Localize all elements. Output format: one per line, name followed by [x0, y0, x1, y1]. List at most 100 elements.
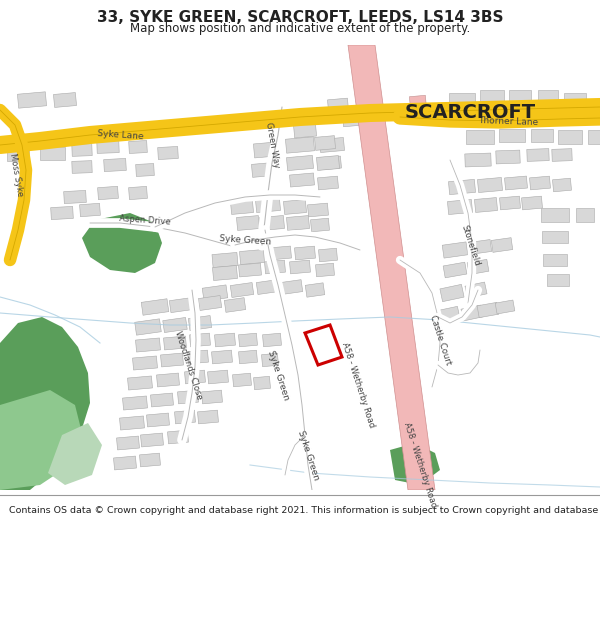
Polygon shape [239, 350, 257, 364]
Polygon shape [505, 176, 527, 190]
Polygon shape [286, 137, 314, 153]
Polygon shape [190, 333, 211, 347]
Polygon shape [239, 263, 262, 277]
Text: Aspen Drive: Aspen Drive [119, 214, 171, 226]
Polygon shape [466, 130, 494, 144]
Polygon shape [262, 353, 278, 367]
Polygon shape [547, 274, 569, 286]
Polygon shape [116, 436, 139, 450]
Polygon shape [295, 246, 316, 260]
Polygon shape [161, 353, 184, 367]
Text: Stonefield: Stonefield [459, 223, 481, 267]
Polygon shape [290, 173, 314, 187]
Text: A58 - Wetherby Road: A58 - Wetherby Road [402, 421, 438, 509]
Text: Contains OS data © Crown copyright and database right 2021. This information is : Contains OS data © Crown copyright and d… [9, 506, 600, 515]
Polygon shape [136, 338, 160, 352]
Polygon shape [256, 279, 280, 294]
Polygon shape [128, 186, 148, 199]
Polygon shape [7, 149, 29, 161]
Polygon shape [185, 370, 205, 384]
Polygon shape [477, 302, 499, 318]
Polygon shape [588, 130, 600, 144]
Polygon shape [343, 113, 361, 127]
Text: Woodlands Close: Woodlands Close [173, 329, 203, 401]
Polygon shape [348, 45, 435, 490]
Polygon shape [253, 142, 277, 158]
Polygon shape [251, 162, 272, 177]
Polygon shape [72, 144, 92, 156]
Text: 33, SYKE GREEN, SCARCROFT, LEEDS, LS14 3BS: 33, SYKE GREEN, SCARCROFT, LEEDS, LS14 3… [97, 10, 503, 25]
Polygon shape [128, 376, 152, 390]
Polygon shape [233, 373, 251, 387]
Polygon shape [443, 262, 467, 278]
Polygon shape [448, 179, 476, 194]
Polygon shape [64, 191, 86, 204]
Text: Map shows position and indicative extent of the property.: Map shows position and indicative extent… [130, 22, 470, 35]
Text: SCARCROFT: SCARCROFT [404, 104, 536, 122]
Polygon shape [140, 433, 163, 447]
Polygon shape [256, 198, 281, 212]
Polygon shape [80, 203, 100, 217]
Polygon shape [286, 216, 310, 231]
Polygon shape [53, 92, 77, 108]
Polygon shape [140, 453, 160, 467]
Polygon shape [527, 149, 549, 161]
Polygon shape [146, 413, 169, 427]
Polygon shape [175, 410, 196, 424]
Polygon shape [465, 282, 487, 298]
Polygon shape [188, 316, 212, 331]
Polygon shape [215, 333, 235, 347]
Polygon shape [509, 90, 531, 104]
Polygon shape [0, 390, 82, 490]
Polygon shape [163, 318, 187, 332]
Polygon shape [48, 423, 102, 485]
Polygon shape [541, 208, 569, 222]
Polygon shape [543, 254, 567, 266]
Polygon shape [538, 90, 558, 104]
Polygon shape [169, 298, 195, 312]
Polygon shape [564, 93, 586, 107]
Polygon shape [480, 90, 504, 104]
Polygon shape [319, 138, 344, 152]
Polygon shape [440, 284, 464, 302]
Polygon shape [475, 198, 497, 212]
Polygon shape [202, 285, 228, 301]
Polygon shape [436, 306, 460, 324]
Polygon shape [467, 259, 489, 274]
Polygon shape [104, 158, 126, 172]
Polygon shape [281, 279, 303, 294]
Text: Syke Green: Syke Green [296, 429, 320, 481]
Polygon shape [236, 216, 260, 231]
Text: A58 - Wetherby Road: A58 - Wetherby Road [340, 341, 376, 429]
Polygon shape [239, 333, 257, 347]
Text: Moss Syke: Moss Syke [8, 152, 24, 198]
Polygon shape [448, 199, 473, 214]
Polygon shape [286, 156, 314, 171]
Polygon shape [293, 122, 317, 138]
Polygon shape [316, 156, 340, 171]
Polygon shape [442, 242, 468, 258]
Polygon shape [317, 176, 338, 190]
Polygon shape [230, 199, 254, 214]
Polygon shape [308, 203, 328, 217]
Polygon shape [409, 96, 427, 111]
Text: Thorner Lane: Thorner Lane [478, 116, 538, 128]
Polygon shape [283, 199, 307, 214]
Polygon shape [265, 260, 286, 274]
Polygon shape [328, 98, 349, 112]
Polygon shape [98, 186, 118, 199]
Polygon shape [259, 216, 284, 231]
Polygon shape [576, 208, 594, 222]
Polygon shape [461, 305, 483, 321]
Text: Syke Green: Syke Green [266, 349, 290, 401]
Polygon shape [212, 266, 238, 281]
Polygon shape [319, 156, 341, 170]
Polygon shape [319, 248, 337, 262]
Polygon shape [128, 141, 148, 154]
Text: Green Way: Green Way [263, 121, 280, 169]
Polygon shape [208, 370, 229, 384]
Polygon shape [311, 218, 329, 232]
Polygon shape [188, 350, 208, 364]
Polygon shape [212, 350, 232, 364]
Polygon shape [499, 129, 525, 141]
